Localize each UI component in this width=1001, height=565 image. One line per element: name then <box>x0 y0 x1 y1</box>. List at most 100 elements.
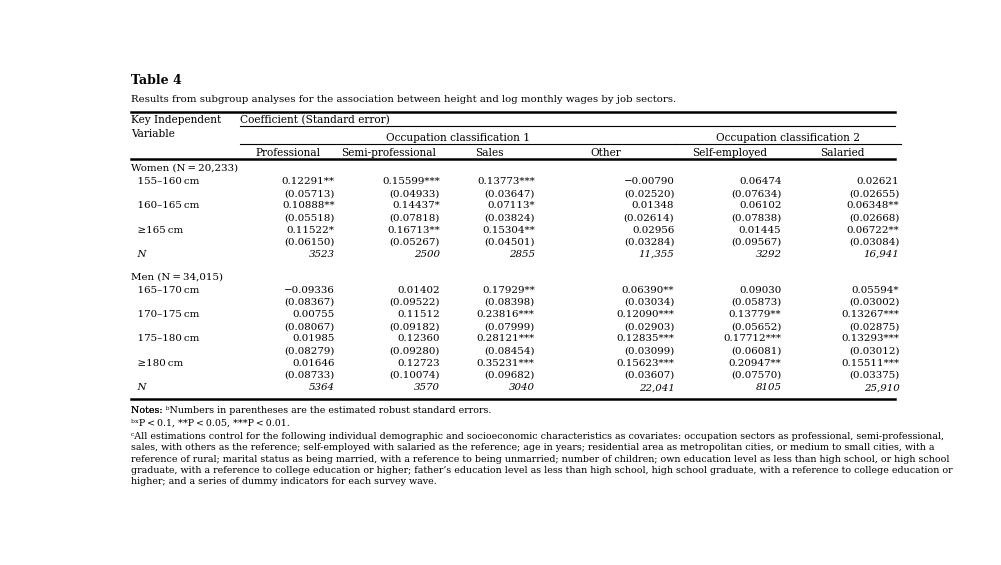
Text: 175–180 cm: 175–180 cm <box>131 334 200 344</box>
Text: Other: Other <box>591 148 622 158</box>
Text: 0.12291**: 0.12291** <box>281 177 334 186</box>
Text: 0.13773***: 0.13773*** <box>477 177 535 186</box>
Text: 0.13779**: 0.13779** <box>729 310 782 319</box>
Text: (0.03002): (0.03002) <box>849 298 899 307</box>
Text: (0.09280): (0.09280) <box>389 347 440 355</box>
Text: sales, with others as the reference; self-employed with salaried as the referenc: sales, with others as the reference; sel… <box>131 444 935 452</box>
Text: (0.03824): (0.03824) <box>484 214 535 223</box>
Text: (0.08454): (0.08454) <box>484 347 535 355</box>
Text: 0.01348: 0.01348 <box>632 201 675 210</box>
Text: Women (N = 20,233): Women (N = 20,233) <box>131 164 238 173</box>
Text: (0.02614): (0.02614) <box>624 214 675 223</box>
Text: 0.15304**: 0.15304** <box>482 226 535 234</box>
Text: N: N <box>131 250 147 259</box>
Text: 3570: 3570 <box>414 383 440 392</box>
Text: 3523: 3523 <box>308 250 334 259</box>
Text: 0.07113*: 0.07113* <box>487 201 535 210</box>
Text: −0.00790: −0.00790 <box>624 177 675 186</box>
Text: (0.07634): (0.07634) <box>731 189 782 198</box>
Text: 0.01646: 0.01646 <box>292 359 334 368</box>
Text: Professional: Professional <box>255 148 320 158</box>
Text: (0.03012): (0.03012) <box>849 347 899 355</box>
Text: 22,041: 22,041 <box>639 383 675 392</box>
Text: (0.03084): (0.03084) <box>849 238 899 247</box>
Text: 0.17712***: 0.17712*** <box>724 334 782 344</box>
Text: N: N <box>131 383 147 392</box>
Text: Occupation classification 1: Occupation classification 1 <box>386 133 530 144</box>
Text: 3040: 3040 <box>509 383 535 392</box>
Text: 0.11522*: 0.11522* <box>286 226 334 234</box>
Text: 0.14437*: 0.14437* <box>392 201 440 210</box>
Text: 0.12835***: 0.12835*** <box>617 334 675 344</box>
Text: −0.09336: −0.09336 <box>283 286 334 295</box>
Text: Variable: Variable <box>131 129 175 139</box>
Text: (0.09522): (0.09522) <box>389 298 440 307</box>
Text: 0.20947**: 0.20947** <box>729 359 782 368</box>
Text: 0.06390**: 0.06390** <box>622 286 675 295</box>
Text: (0.05873): (0.05873) <box>731 298 782 307</box>
Text: Table 4: Table 4 <box>131 75 182 88</box>
Text: Self-employed: Self-employed <box>692 148 767 158</box>
Text: (0.03099): (0.03099) <box>625 347 675 355</box>
Text: 11,355: 11,355 <box>639 250 675 259</box>
Text: 0.06102: 0.06102 <box>739 201 782 210</box>
Text: (0.03034): (0.03034) <box>624 298 675 307</box>
Text: (0.08367): (0.08367) <box>284 298 334 307</box>
Text: 0.06348**: 0.06348** <box>847 201 899 210</box>
Text: 0.02956: 0.02956 <box>632 226 675 234</box>
Text: (0.02875): (0.02875) <box>849 322 899 331</box>
Text: 0.23816***: 0.23816*** <box>476 310 535 319</box>
Text: (0.02655): (0.02655) <box>849 189 899 198</box>
Text: 0.12090***: 0.12090*** <box>617 310 675 319</box>
Text: 0.16713**: 0.16713** <box>387 226 440 234</box>
Text: (0.05652): (0.05652) <box>731 322 782 331</box>
Text: (0.03284): (0.03284) <box>624 238 675 247</box>
Text: 0.05594*: 0.05594* <box>852 286 899 295</box>
Text: (0.04501): (0.04501) <box>484 238 535 247</box>
Text: 0.15599***: 0.15599*** <box>382 177 440 186</box>
Text: (0.03647): (0.03647) <box>484 189 535 198</box>
Text: 0.00755: 0.00755 <box>292 310 334 319</box>
Text: Occupation classification 2: Occupation classification 2 <box>717 133 861 144</box>
Text: (0.07999): (0.07999) <box>484 322 535 331</box>
Text: (0.04933): (0.04933) <box>389 189 440 198</box>
Text: 160–165 cm: 160–165 cm <box>131 201 200 210</box>
Text: Notes: ᵇNumbers in parentheses are the estimated robust standard errors.: Notes: ᵇNumbers in parentheses are the e… <box>131 406 491 415</box>
Text: (0.09567): (0.09567) <box>731 238 782 247</box>
Text: ᵇˣP < 0.1, **P < 0.05, ***P < 0.01.: ᵇˣP < 0.1, **P < 0.05, ***P < 0.01. <box>131 419 290 428</box>
Text: 0.01445: 0.01445 <box>739 226 782 234</box>
Text: Notes:: Notes: <box>131 406 166 415</box>
Text: 170–175 cm: 170–175 cm <box>131 310 200 319</box>
Text: 0.12723: 0.12723 <box>397 359 440 368</box>
Text: (0.08067): (0.08067) <box>284 322 334 331</box>
Text: higher; and a series of dummy indicators for each survey wave.: higher; and a series of dummy indicators… <box>131 477 437 486</box>
Text: Men (N = 34,015): Men (N = 34,015) <box>131 273 223 282</box>
Text: 25,910: 25,910 <box>864 383 899 392</box>
Text: ≥165 cm: ≥165 cm <box>131 226 183 234</box>
Text: (0.05518): (0.05518) <box>284 214 334 223</box>
Text: 2855: 2855 <box>509 250 535 259</box>
Text: Results from subgroup analyses for the association between height and log monthl: Results from subgroup analyses for the a… <box>131 95 677 104</box>
Text: 0.06722**: 0.06722** <box>847 226 899 234</box>
Text: 0.01402: 0.01402 <box>397 286 440 295</box>
Text: 0.10888**: 0.10888** <box>282 201 334 210</box>
Text: 0.12360: 0.12360 <box>397 334 440 344</box>
Text: reference of rural; marital status as being married, with a reference to being u: reference of rural; marital status as be… <box>131 455 950 463</box>
Text: 0.09030: 0.09030 <box>739 286 782 295</box>
Text: 0.13267***: 0.13267*** <box>842 310 899 319</box>
Text: 0.28121***: 0.28121*** <box>476 334 535 344</box>
Text: 0.06474: 0.06474 <box>739 177 782 186</box>
Text: Sales: Sales <box>474 148 504 158</box>
Text: (0.10074): (0.10074) <box>389 371 440 380</box>
Text: Coefficient (Standard error): Coefficient (Standard error) <box>240 115 389 125</box>
Text: Salaried: Salaried <box>820 148 864 158</box>
Text: 5364: 5364 <box>308 383 334 392</box>
Text: (0.06150): (0.06150) <box>284 238 334 247</box>
Text: Semi-professional: Semi-professional <box>341 148 436 158</box>
Text: (0.02903): (0.02903) <box>624 322 675 331</box>
Text: 0.02621: 0.02621 <box>857 177 899 186</box>
Text: ᶜAll estimations control for the following individual demographic and socioecono: ᶜAll estimations control for the followi… <box>131 432 944 441</box>
Text: 0.15511***: 0.15511*** <box>842 359 899 368</box>
Text: 16,941: 16,941 <box>864 250 899 259</box>
Text: (0.08279): (0.08279) <box>284 347 334 355</box>
